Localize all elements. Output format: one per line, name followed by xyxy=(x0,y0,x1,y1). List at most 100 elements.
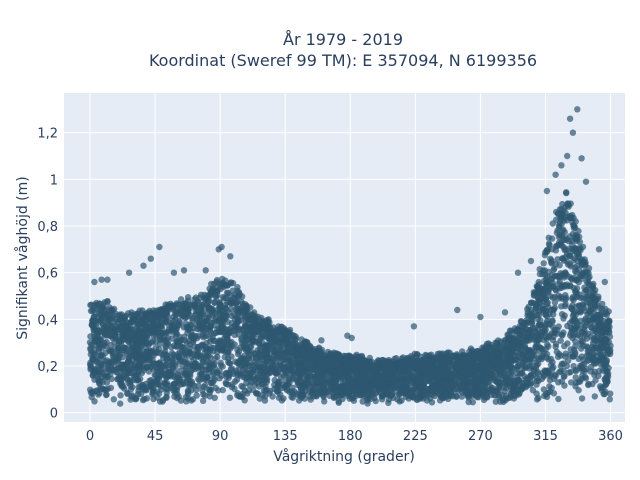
data-point xyxy=(552,340,560,348)
data-point xyxy=(581,288,588,296)
data-point xyxy=(563,189,570,196)
data-point xyxy=(125,310,132,317)
data-point xyxy=(408,371,415,378)
data-point xyxy=(592,297,599,304)
data-point xyxy=(507,356,514,363)
data-point xyxy=(191,343,198,350)
data-point xyxy=(227,300,235,307)
data-point xyxy=(551,299,559,306)
data-point xyxy=(542,333,549,341)
data-point xyxy=(233,376,241,383)
data-point xyxy=(508,342,515,349)
data-point xyxy=(192,332,199,340)
data-point xyxy=(585,281,593,288)
data-point xyxy=(537,317,544,324)
data-point xyxy=(602,305,609,313)
data-point xyxy=(172,316,179,323)
data-point xyxy=(590,360,598,367)
data-point xyxy=(159,398,166,405)
data-point xyxy=(323,389,330,396)
data-point xyxy=(581,307,588,314)
data-point xyxy=(435,363,442,370)
data-point xyxy=(281,350,288,358)
data-point xyxy=(549,323,557,330)
data-point xyxy=(552,243,560,250)
data-point xyxy=(578,361,586,369)
data-point xyxy=(549,317,556,324)
data-point xyxy=(200,391,207,398)
data-point xyxy=(391,355,398,363)
data-point xyxy=(600,390,607,398)
data-point xyxy=(226,360,234,367)
data-point xyxy=(342,382,349,389)
data-point xyxy=(110,396,118,403)
data-point xyxy=(154,394,161,401)
data-point xyxy=(553,216,560,223)
data-point xyxy=(469,368,476,375)
data-point xyxy=(97,306,105,314)
data-point xyxy=(263,376,271,383)
data-point xyxy=(177,296,185,303)
data-point xyxy=(211,394,218,401)
data-point xyxy=(570,296,577,304)
data-point xyxy=(597,350,604,358)
data-point xyxy=(95,377,102,384)
data-point xyxy=(472,362,480,369)
data-point xyxy=(87,364,94,372)
data-point xyxy=(231,291,238,299)
data-point xyxy=(581,323,588,330)
data-point xyxy=(560,360,567,367)
data-point xyxy=(500,351,507,358)
data-point xyxy=(578,345,585,352)
data-point xyxy=(161,364,169,372)
data-point xyxy=(532,343,539,351)
data-point xyxy=(113,368,120,376)
data-point xyxy=(149,389,156,396)
data-point xyxy=(586,273,593,281)
data-point xyxy=(570,310,578,317)
data-point xyxy=(578,275,585,282)
data-point xyxy=(226,394,234,401)
data-points xyxy=(86,106,614,407)
data-point xyxy=(561,382,568,389)
data-point xyxy=(117,392,124,399)
data-point xyxy=(263,386,270,394)
data-point xyxy=(513,326,521,334)
data-point xyxy=(587,333,595,340)
data-point xyxy=(577,317,584,324)
data-point xyxy=(226,326,233,333)
data-point xyxy=(192,359,199,367)
data-point xyxy=(379,382,386,390)
data-point xyxy=(576,238,584,246)
data-point xyxy=(567,368,574,376)
data-point xyxy=(599,329,606,336)
data-point xyxy=(156,340,164,348)
data-point xyxy=(161,348,169,355)
data-point xyxy=(586,307,593,314)
data-point xyxy=(195,382,202,390)
data-point xyxy=(550,390,558,397)
data-point xyxy=(125,337,133,344)
data-point xyxy=(496,365,503,372)
data-point xyxy=(214,344,221,351)
data-point xyxy=(232,306,239,313)
data-point xyxy=(202,366,209,374)
data-point xyxy=(262,393,269,400)
data-point xyxy=(213,278,220,286)
data-point xyxy=(423,352,430,359)
data-point xyxy=(485,345,493,353)
data-point xyxy=(559,332,566,339)
data-point xyxy=(409,387,416,394)
data-point xyxy=(304,373,311,380)
data-point xyxy=(105,331,112,338)
data-point xyxy=(96,300,103,307)
data-point xyxy=(556,205,564,213)
data-point xyxy=(303,344,310,351)
data-point xyxy=(120,344,128,351)
data-point xyxy=(115,357,122,364)
data-point xyxy=(353,372,360,380)
data-point xyxy=(232,324,240,332)
data-point xyxy=(578,395,586,402)
data-point xyxy=(528,363,536,370)
data-point xyxy=(143,395,151,402)
